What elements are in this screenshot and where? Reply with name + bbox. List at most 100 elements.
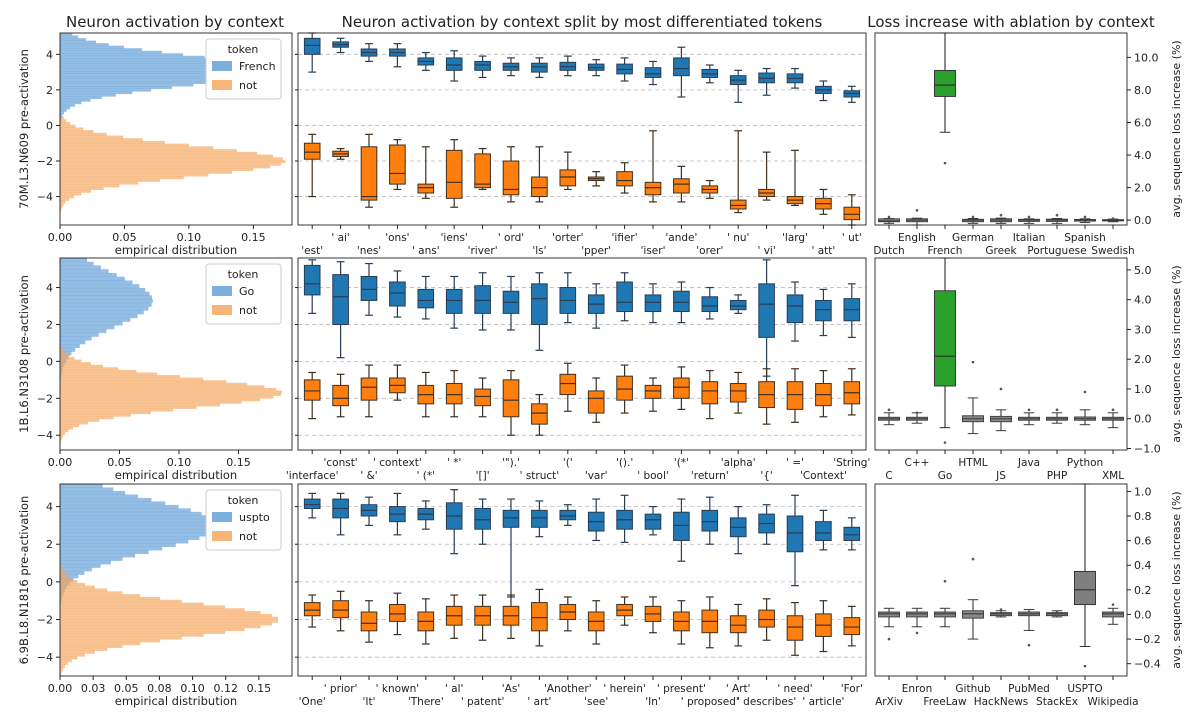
box-' need'-not bbox=[786, 615, 804, 641]
token-label: 'interface' bbox=[286, 470, 339, 482]
token-label: 'nes' bbox=[357, 245, 381, 257]
context-label: ArXiv bbox=[875, 696, 903, 708]
token-label: ' ai' bbox=[331, 232, 349, 244]
hist-bin-not bbox=[60, 588, 108, 592]
loss-outlier bbox=[1055, 213, 1059, 217]
hist-bin-French bbox=[60, 35, 79, 39]
hist-bin-not bbox=[60, 591, 123, 595]
box-' article'-token bbox=[815, 521, 832, 541]
hist-bin-French bbox=[60, 96, 102, 100]
y-tick-label: −0.4 bbox=[1134, 658, 1161, 671]
hist-bin-not bbox=[60, 157, 283, 161]
token-label: 'ifier' bbox=[612, 232, 638, 244]
hist-bin-not bbox=[60, 625, 261, 629]
token-label: 'There' bbox=[408, 696, 444, 708]
x-tick-label: 0.15 bbox=[247, 682, 272, 695]
hist-bin-not bbox=[60, 602, 204, 606]
hist-bin-Go bbox=[60, 272, 117, 277]
loss-outlier bbox=[915, 209, 919, 212]
box-'est'-token bbox=[303, 37, 321, 55]
box-'var'-not bbox=[587, 390, 605, 414]
hist-bin-not bbox=[60, 630, 226, 634]
box-'('-not bbox=[559, 373, 577, 396]
loss-outlier bbox=[1055, 408, 1059, 412]
hist-bin-not bbox=[60, 563, 62, 567]
loss-outlier bbox=[887, 637, 891, 641]
box-' ans'-not bbox=[417, 183, 435, 194]
hist-bin-not bbox=[60, 431, 66, 435]
hist-ylabel: 1B.L6.N3108 pre-activation bbox=[17, 275, 31, 433]
y-tick-label: 2 bbox=[46, 538, 53, 551]
token-frame bbox=[297, 257, 867, 451]
hist-bin-French bbox=[60, 58, 226, 62]
y-tick-label: −1.0 bbox=[1134, 443, 1161, 456]
context-label: Spanish bbox=[1064, 232, 1105, 244]
hist-bin-not bbox=[60, 372, 158, 376]
loss-outlier bbox=[1083, 390, 1087, 394]
hist-bin-not bbox=[60, 173, 209, 177]
y-tick-label: 2 bbox=[46, 84, 53, 97]
hist-bin-not bbox=[60, 369, 137, 373]
hist-bin-uspto bbox=[60, 525, 219, 530]
token-label: '{' bbox=[760, 470, 772, 482]
hist-bin-Go bbox=[60, 302, 152, 307]
loss-outlier bbox=[943, 161, 947, 165]
y-tick-label: 0.8 bbox=[1134, 510, 1152, 523]
context-label: Java bbox=[1017, 457, 1040, 469]
hist-bin-not bbox=[60, 628, 245, 632]
legend-swatch bbox=[212, 286, 232, 296]
hist-bin-Go bbox=[60, 287, 146, 292]
hist-bin-not bbox=[60, 411, 151, 415]
token-label: 'iens' bbox=[441, 232, 468, 244]
token-label: ' art' bbox=[527, 696, 551, 708]
y-tick-label: −4 bbox=[37, 651, 53, 664]
legend-title: token bbox=[228, 494, 259, 507]
hist-bin-not bbox=[60, 421, 88, 425]
token-label: 'larg' bbox=[782, 232, 808, 244]
box-'iens'-not bbox=[445, 149, 463, 199]
hist-bin-Go bbox=[60, 284, 140, 289]
token-label: '[]' bbox=[476, 470, 490, 482]
hist-bin-uspto bbox=[60, 497, 152, 502]
legend-label: not bbox=[239, 79, 258, 92]
hist-bin-not bbox=[60, 413, 131, 417]
hist-bin-Go bbox=[60, 317, 131, 322]
box-' ut'-not bbox=[843, 206, 861, 221]
hist-bin-uspto bbox=[60, 571, 85, 575]
hist-bin-not bbox=[60, 130, 94, 134]
loss-frame bbox=[874, 32, 1128, 226]
hist-bin-French bbox=[60, 50, 162, 54]
hist-bin-Go bbox=[60, 347, 76, 352]
box-' struct'-not bbox=[531, 403, 548, 425]
box-' nu'-not bbox=[729, 199, 747, 210]
token-label: ' patent' bbox=[461, 696, 505, 708]
context-label: StackEx bbox=[1036, 696, 1078, 708]
box-' art'-token bbox=[531, 509, 548, 528]
y-tick-label: 6.0 bbox=[1134, 116, 1152, 129]
hist-bin-not bbox=[60, 121, 71, 125]
hist-bin-not bbox=[60, 429, 69, 433]
y-tick-label: −2 bbox=[37, 392, 53, 405]
token-label: 'For' bbox=[841, 683, 863, 695]
box-' ord'-not bbox=[502, 160, 520, 196]
token-label: 'river' bbox=[468, 245, 498, 257]
y-tick-label: 4.0 bbox=[1134, 149, 1152, 162]
box-' need'-token bbox=[786, 515, 804, 553]
hist-bin-not bbox=[60, 639, 161, 643]
box-'().'-not bbox=[616, 375, 633, 401]
hist-bin-not bbox=[60, 636, 182, 640]
legend-swatch bbox=[212, 512, 232, 522]
context-label: Greek bbox=[985, 245, 1017, 257]
hist-bin-Go bbox=[60, 310, 144, 315]
hist-bin-not bbox=[60, 387, 277, 391]
hist-bin-French bbox=[60, 53, 184, 57]
hist-bin-not bbox=[60, 138, 143, 142]
y-tick-label: 0.6 bbox=[1134, 535, 1152, 548]
token-label: ' al' bbox=[445, 683, 463, 695]
token-label: ' =' bbox=[786, 457, 804, 469]
hist-bin-not bbox=[60, 406, 197, 409]
loss-box-French bbox=[934, 69, 956, 97]
token-label: 'const' bbox=[323, 457, 357, 469]
box-' struct'-token bbox=[531, 283, 548, 325]
hist-bin-not bbox=[60, 437, 62, 440]
